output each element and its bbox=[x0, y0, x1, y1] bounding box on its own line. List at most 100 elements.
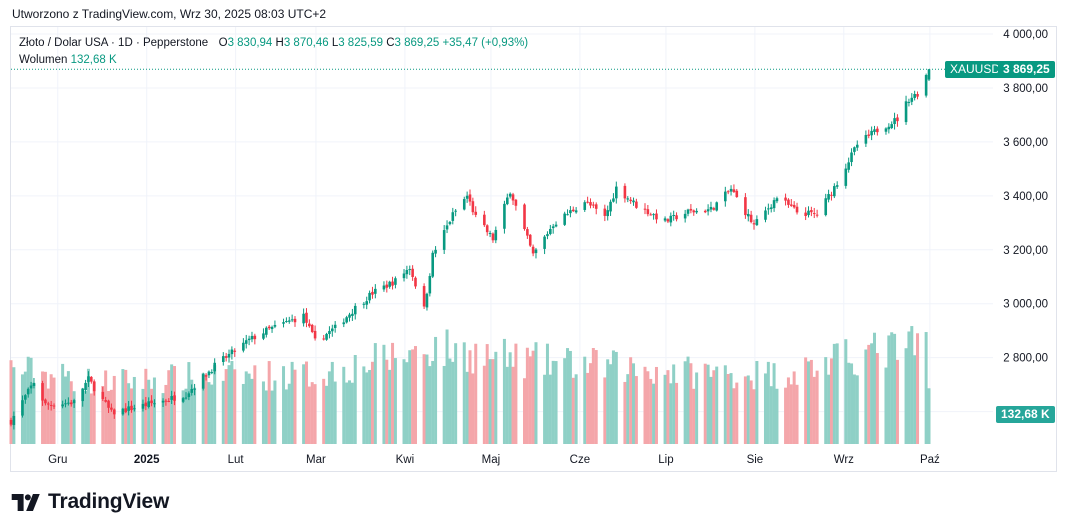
volume-bar bbox=[293, 369, 297, 444]
candle-body bbox=[244, 340, 248, 344]
volume-bar bbox=[649, 378, 653, 444]
candle-body bbox=[104, 400, 107, 402]
candle-body bbox=[67, 402, 70, 404]
volume-bar bbox=[574, 374, 578, 444]
volume-bar bbox=[571, 377, 575, 444]
candle-body bbox=[574, 210, 578, 213]
volume-bar bbox=[663, 374, 667, 444]
volume-bar bbox=[428, 366, 432, 444]
price-chart[interactable]: 2 600,002 800,003 000,003 200,003 400,00… bbox=[0, 0, 1067, 480]
volume-bar bbox=[588, 363, 592, 444]
candle-body bbox=[465, 195, 469, 199]
volume-bar bbox=[652, 383, 656, 444]
candle-body bbox=[612, 198, 615, 202]
volume-bar bbox=[451, 361, 455, 444]
candle-body bbox=[924, 75, 928, 96]
volume-bar bbox=[23, 371, 27, 444]
candle-body bbox=[353, 305, 357, 315]
volume-bar bbox=[147, 379, 151, 444]
candle-body bbox=[706, 209, 710, 212]
volume-bar bbox=[907, 331, 911, 444]
candle-body bbox=[153, 403, 156, 405]
candle-body bbox=[41, 383, 44, 401]
volume-bar bbox=[104, 370, 108, 444]
volume-bar bbox=[715, 366, 719, 444]
tradingview-logo[interactable]: TradingView bbox=[11, 489, 169, 515]
volume-bar bbox=[454, 343, 458, 444]
volume-bar bbox=[121, 369, 125, 444]
candle-body bbox=[675, 215, 678, 220]
volume-bar bbox=[812, 376, 816, 444]
legend-low-label: L bbox=[331, 37, 339, 49]
candle-body bbox=[844, 168, 848, 186]
candle-body bbox=[448, 221, 452, 225]
candle-body bbox=[72, 400, 76, 404]
candle-body bbox=[210, 372, 214, 374]
volume-bar bbox=[775, 388, 779, 444]
candle-body bbox=[394, 278, 397, 285]
candle-body bbox=[442, 230, 446, 250]
volume-bar bbox=[786, 377, 790, 444]
candle-body bbox=[130, 405, 133, 411]
candle-body bbox=[904, 101, 908, 123]
candle-body bbox=[913, 93, 916, 98]
y-tick-label: 3 400,00 bbox=[1003, 191, 1048, 203]
candle-body bbox=[221, 356, 225, 362]
volume-bar bbox=[12, 367, 16, 444]
candle-body bbox=[190, 388, 194, 393]
candle-body bbox=[348, 314, 351, 318]
candle-body bbox=[652, 214, 655, 216]
volume-bar bbox=[284, 389, 288, 444]
volume-bar bbox=[382, 344, 386, 444]
volume-bar bbox=[531, 350, 535, 444]
volume-bar bbox=[686, 356, 690, 444]
volume-bar bbox=[9, 360, 13, 444]
volume-bar bbox=[302, 364, 306, 444]
volume-bar bbox=[393, 358, 397, 444]
volume-bar bbox=[824, 357, 828, 444]
candle-body bbox=[101, 391, 105, 400]
volume-bar bbox=[471, 373, 475, 444]
volume-bar bbox=[586, 372, 590, 444]
candle-body bbox=[790, 204, 793, 206]
volume-bar bbox=[554, 361, 558, 444]
volume-bar bbox=[485, 344, 489, 444]
volume-bar bbox=[89, 393, 93, 444]
volume-bar bbox=[867, 344, 871, 444]
volume-bar bbox=[327, 371, 331, 444]
volume-bar bbox=[870, 343, 874, 444]
candle-body bbox=[724, 191, 727, 202]
candle-body bbox=[649, 214, 653, 216]
price-tag-value: 3 869,25 bbox=[998, 61, 1055, 78]
volume-bar bbox=[913, 355, 917, 444]
chart-panel[interactable] bbox=[10, 26, 1057, 472]
candle-body bbox=[305, 312, 308, 323]
candle-body bbox=[569, 210, 572, 214]
legend-close-value: 3 869,25 bbox=[394, 37, 440, 49]
candle-body bbox=[233, 350, 237, 352]
volume-bar bbox=[310, 382, 314, 444]
volume-bar bbox=[413, 346, 417, 444]
volume-bar bbox=[523, 378, 527, 444]
volume-bar bbox=[726, 373, 730, 444]
candle-body bbox=[167, 400, 171, 402]
x-tick-label: Lut bbox=[228, 454, 245, 466]
candle-body bbox=[566, 214, 569, 216]
candle-body bbox=[807, 210, 810, 216]
x-tick-label: Wrz bbox=[834, 454, 854, 466]
volume-bar bbox=[333, 381, 337, 444]
volume-bar bbox=[910, 326, 914, 444]
candle-body bbox=[351, 313, 354, 316]
volume-bar bbox=[706, 364, 710, 444]
volume-bar bbox=[654, 366, 658, 444]
volume-bar bbox=[525, 347, 529, 444]
candle-body bbox=[124, 408, 128, 413]
x-tick-label: Kwi bbox=[396, 454, 415, 466]
candle-body bbox=[468, 194, 472, 202]
candle-body bbox=[293, 318, 297, 323]
candle-body bbox=[643, 208, 647, 210]
volume-bar bbox=[267, 361, 271, 444]
candle-body bbox=[141, 403, 145, 409]
candle-body bbox=[382, 285, 386, 290]
volume-bar bbox=[261, 381, 265, 444]
